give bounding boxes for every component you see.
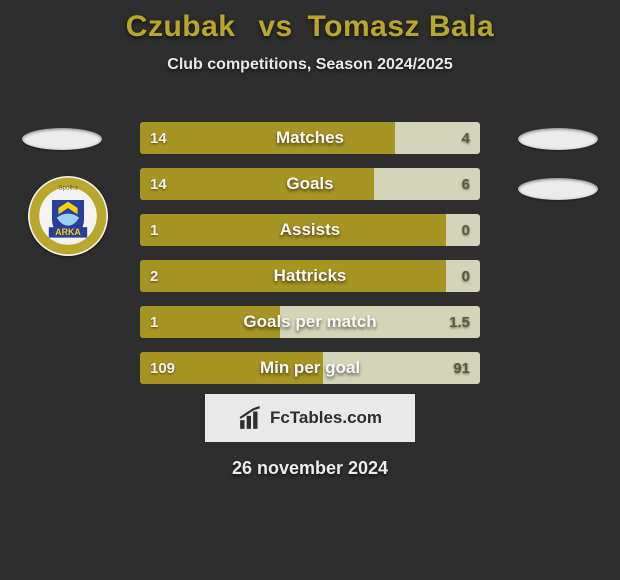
bar-right-value: 0: [462, 222, 470, 239]
bar-right-value: 4: [462, 130, 470, 147]
flag-ellipse-right1: [518, 128, 598, 150]
bar-right: 1.5: [280, 306, 480, 338]
page-title: Czubak vs Tomasz Bala: [0, 10, 620, 44]
watermark: FcTables.com: [205, 394, 415, 442]
bar-left-value: 1: [150, 222, 158, 239]
svg-text:ARKA: ARKA: [55, 227, 81, 237]
stat-row: 146Goals: [140, 168, 480, 200]
club-badge: ARKA Spółka: [28, 176, 108, 256]
bar-left-value: 2: [150, 268, 158, 285]
bar-left-value: 14: [150, 130, 167, 147]
flag-ellipse-right2: [518, 178, 598, 200]
bar-right-value: 6: [462, 176, 470, 193]
bar-left: 14: [140, 168, 374, 200]
watermark-text: FcTables.com: [270, 408, 382, 428]
bar-left-value: 109: [150, 360, 175, 377]
stat-row: 11.5Goals per match: [140, 306, 480, 338]
bar-left: 14: [140, 122, 395, 154]
bar-left-value: 1: [150, 314, 158, 331]
bar-left: 1: [140, 306, 280, 338]
bar-right: 0: [446, 260, 480, 292]
bar-right-value: 0: [462, 268, 470, 285]
stats-icon: [238, 405, 264, 431]
bar-right-value: 91: [453, 360, 470, 377]
bar-left: 109: [140, 352, 323, 384]
stat-row: 144Matches: [140, 122, 480, 154]
player1-name: Czubak: [126, 10, 236, 43]
bar-left: 2: [140, 260, 446, 292]
flag-ellipse-left: [22, 128, 102, 150]
player2-name: Tomasz Bala: [308, 10, 495, 43]
vs-text: vs: [258, 10, 292, 43]
bar-right-value: 1.5: [449, 314, 470, 331]
date: 26 november 2024: [0, 458, 620, 479]
bar-right: 6: [374, 168, 480, 200]
bar-right: 91: [323, 352, 480, 384]
stat-row: 20Hattricks: [140, 260, 480, 292]
bar-left: 1: [140, 214, 446, 246]
svg-text:Spółka: Spółka: [58, 185, 78, 192]
subtitle: Club competitions, Season 2024/2025: [0, 56, 620, 74]
bar-right: 4: [395, 122, 480, 154]
stat-row: 10Assists: [140, 214, 480, 246]
bar-left-value: 14: [150, 176, 167, 193]
bar-right: 0: [446, 214, 480, 246]
stat-row: 10991Min per goal: [140, 352, 480, 384]
comparison-bars: 144Matches146Goals10Assists20Hattricks11…: [140, 122, 480, 398]
